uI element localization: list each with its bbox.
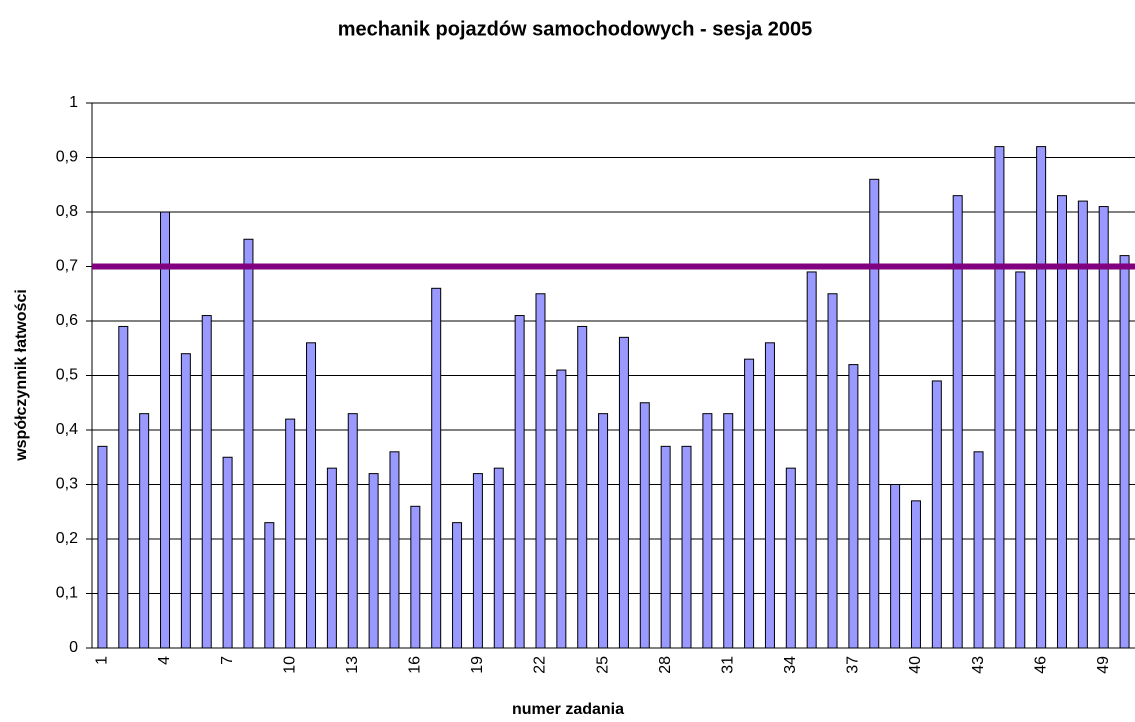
bar [598,413,609,649]
x-tick-label: 7 [219,656,236,665]
bar [410,505,421,649]
bar [97,445,108,649]
bar [1119,255,1130,649]
bar [285,418,296,649]
x-tick-label: 10 [281,656,298,674]
x-tick-label: 40 [907,656,924,674]
y-tick-label: 0,3 [56,476,78,493]
bar [139,413,150,649]
bar [389,451,400,649]
bar [931,380,942,649]
x-tick-label: 46 [1032,656,1049,674]
bar [702,413,713,649]
x-tick-label: 16 [407,656,424,674]
bar [326,467,337,649]
bar [806,271,817,649]
bar [306,342,317,649]
bar [785,467,796,649]
bar [201,315,212,649]
bar [160,211,171,649]
bar [264,522,275,649]
y-axis-title: współczynnik łatwości [13,289,30,462]
y-tick-label: 0,1 [56,585,78,602]
x-tick-label: 1 [94,656,111,665]
bar [744,358,755,649]
bar [556,369,567,649]
x-tick-label: 31 [719,656,736,674]
bar [952,195,963,649]
bar [452,522,463,649]
bar [910,500,921,649]
x-tick-label: 49 [1095,656,1112,674]
bar [660,445,671,649]
bar [890,484,901,649]
bar [827,293,838,649]
bar [994,146,1005,649]
x-tick-label: 28 [657,656,674,674]
y-tick-label: 0,5 [56,367,78,384]
bar [681,445,692,649]
x-tick-label: 34 [782,656,799,674]
y-tick-label: 0 [69,639,78,656]
bar [1015,271,1026,649]
x-tick-label: 4 [156,656,173,665]
bar [1056,195,1067,649]
bar [347,413,358,649]
x-tick-label: 19 [469,656,486,674]
bar [535,293,546,649]
bar [493,467,504,649]
bar [1098,206,1109,649]
x-tick-label: 43 [970,656,987,674]
x-axis-title: numer zadania [512,701,624,718]
bar [222,456,233,649]
y-tick-label: 0,9 [56,149,78,166]
bar [118,325,129,649]
y-tick-label: 0,2 [56,530,78,547]
bar [1036,146,1047,649]
bar [368,473,379,649]
x-tick-label: 25 [594,656,611,674]
x-tick-label: 22 [532,656,549,674]
bar [639,402,650,649]
y-tick-label: 0,4 [56,421,78,438]
chart-title: mechanik pojazdów samochodowych - sesja … [338,18,813,40]
y-tick-label: 0,7 [56,258,78,275]
y-tick-label: 1 [69,94,78,111]
x-tick-label: 13 [344,656,361,674]
bar [848,364,859,649]
bar [180,353,191,649]
bar [1077,200,1088,649]
bar [869,178,880,649]
bar [243,238,254,649]
x-tick-label: 37 [845,656,862,674]
y-tick-label: 0,8 [56,203,78,220]
bar [514,315,525,649]
bar [764,342,775,649]
bar [618,336,629,649]
y-tick-label: 0,6 [56,312,78,329]
bar [973,451,984,649]
bar [577,325,588,649]
bar [472,473,483,649]
bar [723,413,734,649]
bar [431,287,442,649]
